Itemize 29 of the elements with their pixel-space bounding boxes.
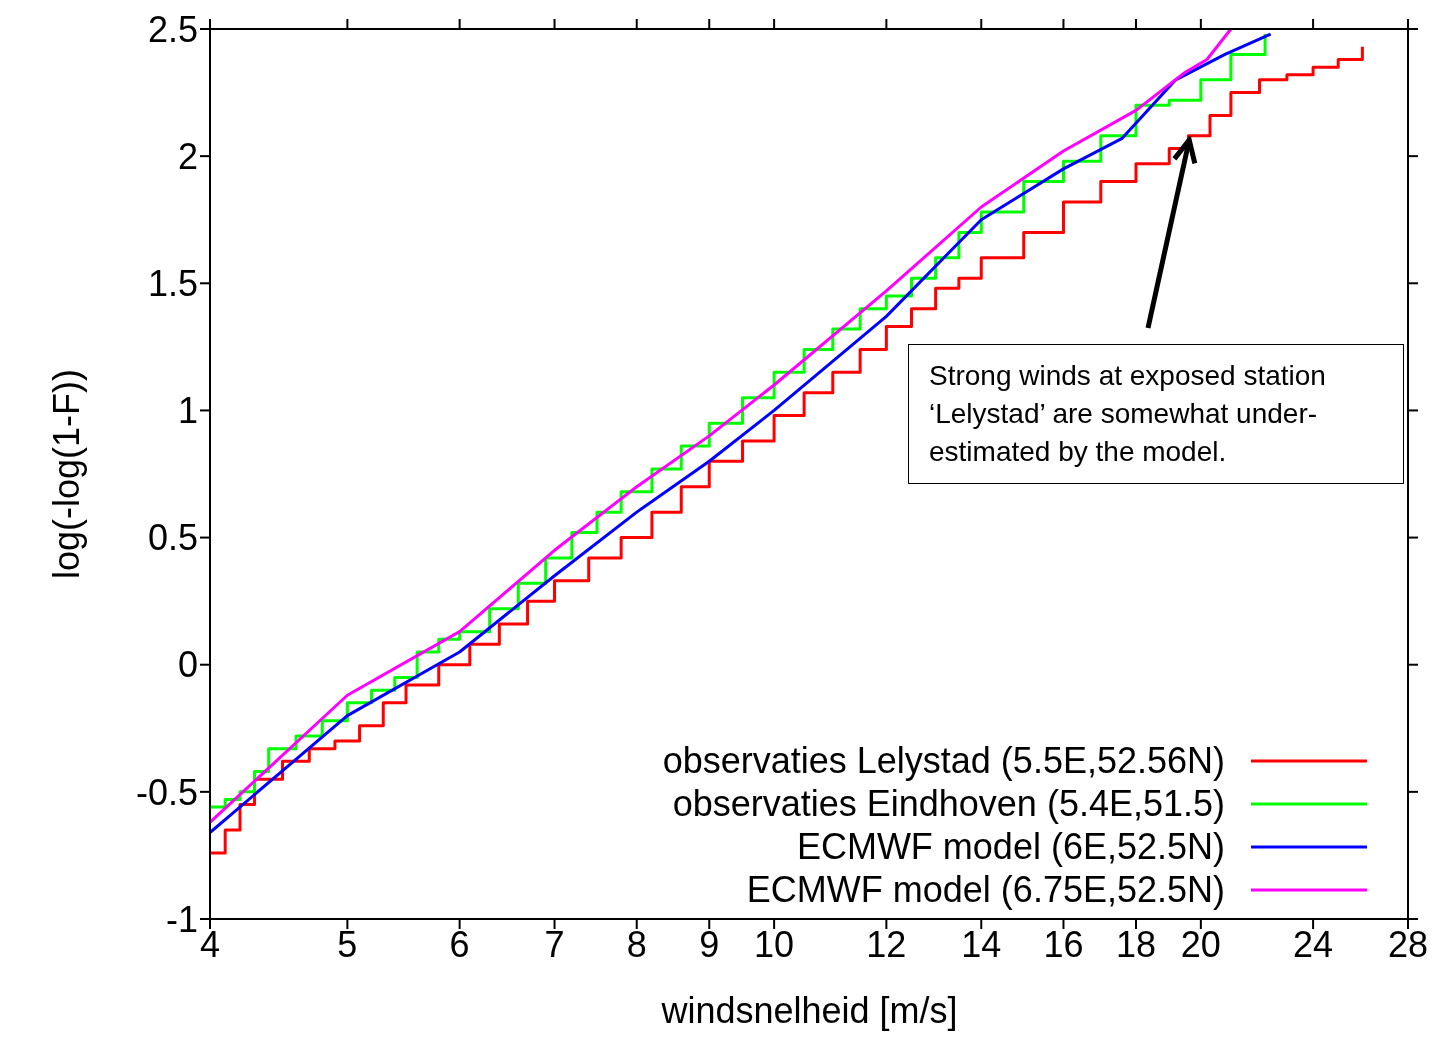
x-tick-label: 24	[1293, 923, 1334, 965]
y-tick-label: 2	[177, 135, 198, 177]
y-tick-label: 0	[177, 644, 198, 686]
x-tick-label: 14	[961, 923, 1002, 965]
x-tick-label: 7	[544, 923, 565, 965]
legend-label: observaties Eindhoven (5.4E,51.5)	[672, 782, 1225, 825]
y-tick-label: 1.5	[147, 263, 198, 305]
y-tick-label: 2.5	[147, 8, 198, 50]
x-tick-label: 4	[199, 923, 221, 965]
legend-label: ECMWF model (6E,52.5N)	[796, 825, 1225, 868]
x-tick-label: 8	[626, 923, 647, 965]
x-tick-label: 12	[866, 923, 907, 965]
x-tick-label: 16	[1043, 923, 1084, 965]
y-tick-label: -0.5	[135, 771, 198, 813]
y-tick-label: -1	[165, 898, 198, 940]
x-tick-label: 5	[337, 923, 358, 965]
x-tick-label: 10	[754, 923, 795, 965]
x-tick-label: 28	[1387, 923, 1429, 965]
y-tick-label: 0.5	[147, 517, 198, 559]
legend-label: ECMWF model (6.75E,52.5N)	[746, 868, 1225, 911]
x-tick-label: 18	[1115, 923, 1157, 965]
y-axis-title: log(-log(1-F))	[46, 368, 88, 579]
legend-label: observaties Lelystad (5.5E,52.56N)	[662, 739, 1225, 782]
x-axis-title: windsnelheid [m/s]	[661, 990, 958, 1032]
x-tick-label: 9	[699, 923, 720, 965]
x-tick-label: 6	[449, 923, 470, 965]
x-tick-label: 20	[1180, 923, 1221, 965]
note-box: Strong winds at exposed station ‘Lelystad’ are somewhat under-estimated by the model.	[908, 344, 1404, 484]
y-tick-label: 1	[177, 390, 198, 432]
